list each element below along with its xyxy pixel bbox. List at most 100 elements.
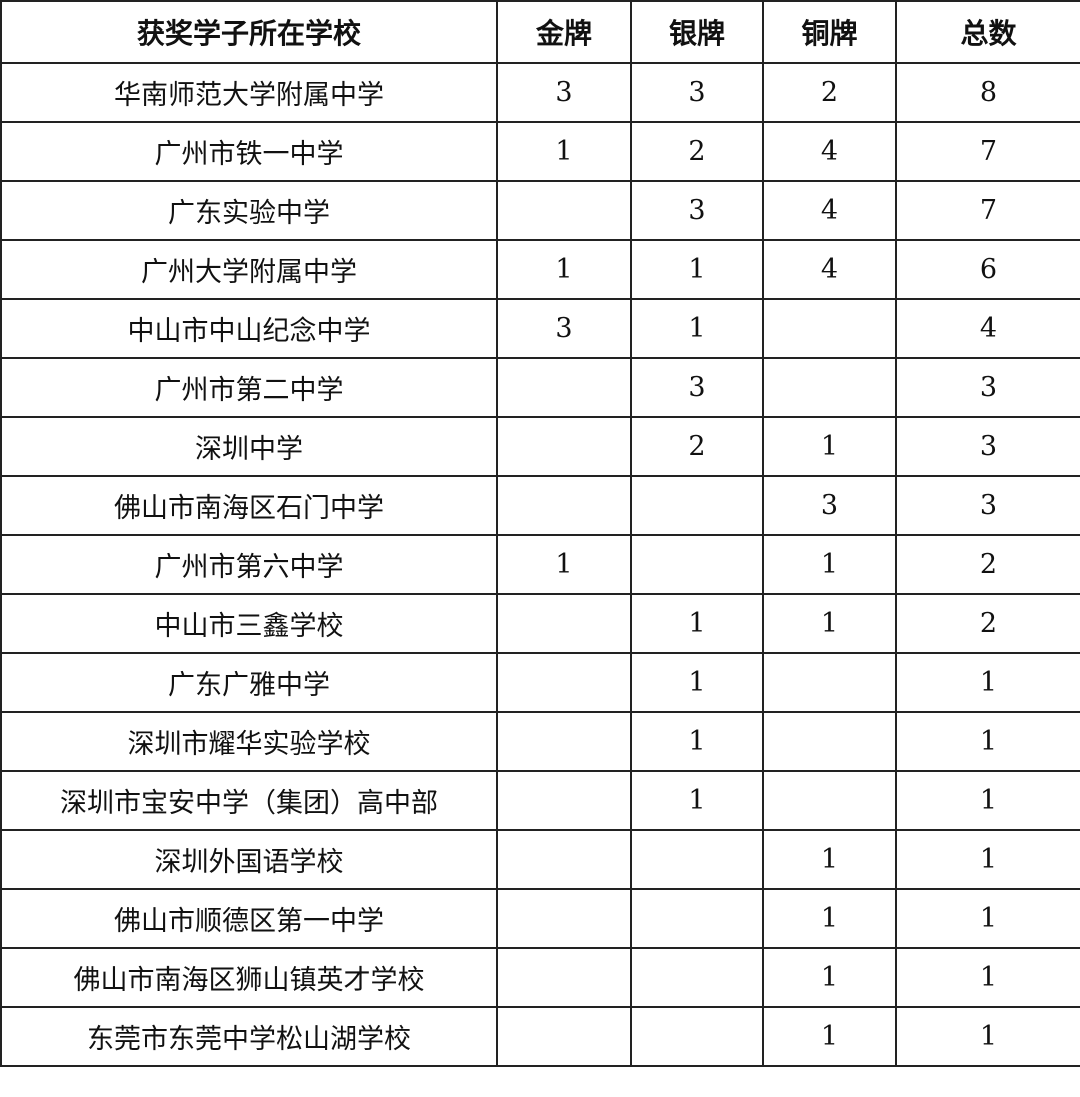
table-row: 广州市第二中学 3 3 (0, 357, 1080, 418)
cell-school: 东莞市东莞中学松山湖学校 (0, 1006, 498, 1067)
cell-bronze (762, 652, 897, 713)
cell-school: 广东实验中学 (0, 180, 498, 241)
cell-silver: 1 (630, 298, 764, 359)
table-row: 深圳外国语学校 1 1 (0, 829, 1080, 890)
cell-school: 广州市第六中学 (0, 534, 498, 595)
cell-school: 深圳市宝安中学（集团）高中部 (0, 770, 498, 831)
cell-school: 深圳中学 (0, 416, 498, 477)
cell-bronze: 1 (762, 888, 897, 949)
cell-total: 6 (895, 239, 1080, 300)
header-school: 获奖学子所在学校 (0, 0, 498, 64)
header-silver: 银牌 (630, 0, 764, 64)
cell-silver (630, 888, 764, 949)
cell-total: 1 (895, 888, 1080, 949)
cell-gold: 1 (496, 121, 632, 182)
cell-total: 7 (895, 121, 1080, 182)
cell-school: 深圳市耀华实验学校 (0, 711, 498, 772)
cell-silver: 1 (630, 770, 764, 831)
cell-bronze: 4 (762, 239, 897, 300)
cell-silver: 2 (630, 416, 764, 477)
cell-bronze: 1 (762, 829, 897, 890)
cell-gold (496, 1006, 632, 1067)
header-gold: 金牌 (496, 0, 632, 64)
cell-bronze: 1 (762, 1006, 897, 1067)
cell-total: 7 (895, 180, 1080, 241)
cell-total: 2 (895, 593, 1080, 654)
cell-silver: 3 (630, 357, 764, 418)
cell-gold (496, 829, 632, 890)
cell-bronze: 1 (762, 534, 897, 595)
cell-total: 3 (895, 416, 1080, 477)
cell-bronze: 2 (762, 62, 897, 123)
cell-school: 深圳外国语学校 (0, 829, 498, 890)
cell-silver (630, 829, 764, 890)
cell-school: 佛山市顺德区第一中学 (0, 888, 498, 949)
cell-bronze: 1 (762, 947, 897, 1008)
cell-school: 中山市三鑫学校 (0, 593, 498, 654)
cell-total: 4 (895, 298, 1080, 359)
header-row: 获奖学子所在学校 金牌 银牌 铜牌 总数 (0, 0, 1080, 64)
cell-school: 佛山市南海区石门中学 (0, 475, 498, 536)
table-row: 东莞市东莞中学松山湖学校 1 1 (0, 1006, 1080, 1067)
table-row: 深圳市宝安中学（集团）高中部 1 1 (0, 770, 1080, 831)
table-row: 广东实验中学 3 4 7 (0, 180, 1080, 241)
table-row: 广州大学附属中学 1 1 4 6 (0, 239, 1080, 300)
table-row: 佛山市顺德区第一中学 1 1 (0, 888, 1080, 949)
cell-silver: 3 (630, 180, 764, 241)
cell-gold (496, 888, 632, 949)
cell-gold (496, 475, 632, 536)
cell-silver: 1 (630, 652, 764, 713)
table-row: 深圳市耀华实验学校 1 1 (0, 711, 1080, 772)
cell-total: 1 (895, 711, 1080, 772)
cell-total: 3 (895, 475, 1080, 536)
cell-school: 中山市中山纪念中学 (0, 298, 498, 359)
table-row: 广东广雅中学 1 1 (0, 652, 1080, 713)
table-row: 佛山市南海区石门中学 3 3 (0, 475, 1080, 536)
cell-gold (496, 180, 632, 241)
cell-total: 8 (895, 62, 1080, 123)
table-row: 广州市铁一中学 1 2 4 7 (0, 121, 1080, 182)
cell-school: 广州市铁一中学 (0, 121, 498, 182)
cell-silver: 2 (630, 121, 764, 182)
cell-silver (630, 1006, 764, 1067)
cell-silver (630, 475, 764, 536)
cell-silver: 1 (630, 711, 764, 772)
cell-bronze: 4 (762, 121, 897, 182)
cell-silver (630, 534, 764, 595)
table-row: 佛山市南海区狮山镇英才学校 1 1 (0, 947, 1080, 1008)
cell-gold (496, 652, 632, 713)
cell-gold: 3 (496, 62, 632, 123)
cell-total: 1 (895, 947, 1080, 1008)
cell-total: 1 (895, 829, 1080, 890)
table-row: 中山市三鑫学校 1 1 2 (0, 593, 1080, 654)
cell-silver: 1 (630, 593, 764, 654)
cell-bronze: 1 (762, 416, 897, 477)
cell-gold (496, 711, 632, 772)
cell-total: 1 (895, 652, 1080, 713)
cell-gold (496, 947, 632, 1008)
cell-school: 广东广雅中学 (0, 652, 498, 713)
medal-table: 获奖学子所在学校 金牌 银牌 铜牌 总数 华南师范大学附属中学 3 3 2 8 广州市铁一中学 1 2… (0, 0, 1080, 1067)
cell-bronze (762, 770, 897, 831)
cell-total: 3 (895, 357, 1080, 418)
cell-gold (496, 593, 632, 654)
cell-gold (496, 357, 632, 418)
table-row: 深圳中学 2 1 3 (0, 416, 1080, 477)
cell-gold (496, 416, 632, 477)
cell-total: 1 (895, 770, 1080, 831)
cell-silver: 1 (630, 239, 764, 300)
table-row: 广州市第六中学 1 1 2 (0, 534, 1080, 595)
header-bronze: 铜牌 (762, 0, 897, 64)
cell-total: 2 (895, 534, 1080, 595)
cell-bronze (762, 711, 897, 772)
cell-total: 1 (895, 1006, 1080, 1067)
table-row: 中山市中山纪念中学 3 1 4 (0, 298, 1080, 359)
cell-school: 广州大学附属中学 (0, 239, 498, 300)
cell-bronze: 4 (762, 180, 897, 241)
cell-bronze: 1 (762, 593, 897, 654)
header-total: 总数 (895, 0, 1080, 64)
cell-silver: 3 (630, 62, 764, 123)
cell-bronze: 3 (762, 475, 897, 536)
cell-bronze (762, 357, 897, 418)
cell-silver (630, 947, 764, 1008)
